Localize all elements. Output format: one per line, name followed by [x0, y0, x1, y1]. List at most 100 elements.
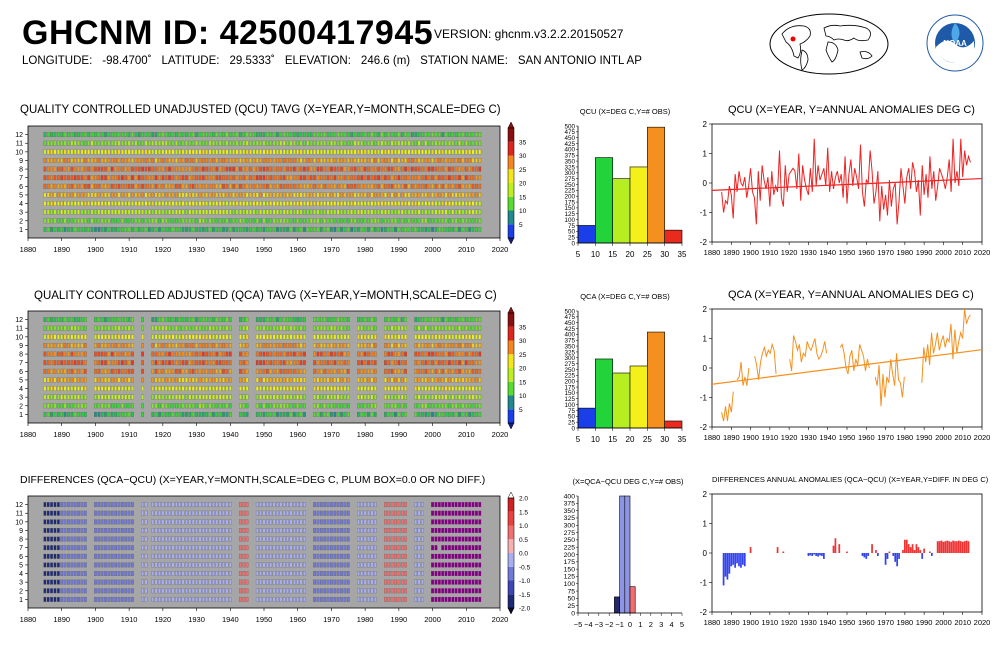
raster-cell — [269, 545, 273, 551]
raster-cell — [255, 132, 259, 138]
raster-cell — [293, 183, 296, 189]
raster-cell — [400, 218, 404, 224]
raster-cell — [387, 158, 391, 163]
raster-cell — [100, 510, 104, 516]
anomaly-bar — [902, 550, 904, 553]
raster-cell — [296, 166, 300, 172]
raster-cell — [397, 343, 401, 348]
raster-cell — [286, 536, 289, 542]
raster-cell — [343, 226, 347, 232]
raster-cell — [319, 571, 323, 576]
raster-cell — [448, 519, 451, 525]
raster-cell — [353, 226, 357, 232]
x-tick-label: 1920 — [155, 430, 172, 439]
raster-cell — [90, 140, 94, 146]
raster-cell — [387, 588, 391, 594]
raster-cell — [478, 183, 482, 189]
raster-cell — [215, 394, 219, 400]
raster-cell — [191, 394, 195, 400]
raster-cell — [303, 351, 306, 357]
raster-cell — [212, 226, 215, 232]
raster-cell — [107, 317, 111, 323]
raster-cell — [259, 166, 262, 172]
raster-cell — [50, 209, 53, 215]
raster-cell — [239, 553, 242, 559]
raster-cell — [195, 343, 198, 348]
diff-anom-title: DIFFERENCES ANNUAL ANOMALIES (QCA−QCU) (… — [712, 475, 989, 484]
raster-cell — [60, 360, 64, 366]
raster-cell — [127, 528, 131, 533]
raster-cell — [266, 528, 269, 533]
raster-cell — [117, 218, 121, 224]
raster-cell — [316, 596, 320, 602]
raster-cell — [458, 394, 461, 400]
raster-cell — [336, 132, 340, 138]
raster-cell — [289, 351, 293, 357]
raster-cell — [434, 403, 438, 409]
raster-cell — [272, 351, 276, 357]
raster-cell — [313, 588, 316, 594]
raster-cell — [171, 325, 175, 331]
raster-cell — [323, 553, 327, 559]
raster-cell — [323, 140, 327, 146]
raster-cell — [228, 325, 232, 331]
raster-cell — [431, 411, 434, 417]
raster-cell — [387, 192, 391, 198]
x-tick-label: 1880 — [20, 245, 37, 254]
raster-cell — [424, 209, 428, 215]
raster-cell — [458, 192, 461, 198]
raster-cell — [363, 386, 367, 391]
raster-cell — [313, 536, 316, 542]
raster-cell — [336, 226, 340, 232]
raster-cell — [107, 553, 111, 559]
raster-cell — [326, 343, 330, 348]
x-tick-label: 1940 — [222, 615, 239, 624]
raster-cell — [330, 140, 333, 146]
raster-cell — [266, 317, 269, 323]
x-tick-label: 5 — [680, 620, 684, 629]
raster-cell — [77, 183, 80, 189]
raster-cell — [242, 553, 246, 559]
raster-cell — [181, 351, 185, 357]
raster-cell — [121, 226, 124, 232]
raster-cell — [444, 502, 448, 508]
raster-cell — [448, 183, 451, 189]
raster-cell — [43, 536, 47, 542]
raster-cell — [181, 149, 185, 155]
raster-cell — [370, 536, 374, 542]
raster-cell — [478, 140, 482, 146]
raster-cell — [427, 386, 431, 391]
raster-cell — [46, 132, 50, 138]
raster-cell — [407, 158, 411, 163]
raster-cell — [171, 411, 175, 417]
raster-cell — [245, 588, 249, 594]
raster-cell — [181, 218, 185, 224]
raster-cell — [282, 132, 286, 138]
raster-cell — [478, 411, 482, 417]
raster-cell — [158, 140, 161, 146]
raster-cell — [168, 394, 171, 400]
raster-cell — [333, 132, 337, 138]
raster-cell — [131, 343, 134, 348]
raster-cell — [370, 562, 374, 568]
qca-anom-title: QCA (X=YEAR, Y=ANNUAL ANOMALIES DEG C) — [728, 289, 974, 301]
raster-cell — [215, 553, 219, 559]
raster-cell — [100, 403, 104, 409]
raster-cell — [326, 545, 330, 551]
raster-cell — [330, 394, 333, 400]
raster-cell — [299, 140, 303, 146]
raster-cell — [104, 132, 107, 138]
raster-cell — [461, 510, 465, 516]
raster-cell — [333, 201, 337, 206]
raster-cell — [94, 192, 97, 198]
raster-cell — [100, 528, 104, 533]
raster-cell — [454, 386, 458, 391]
x-tick-label: 1980 — [357, 430, 374, 439]
raster-cell — [110, 553, 114, 559]
raster-cell — [107, 334, 111, 340]
y-tick-label: −2 — [700, 238, 708, 247]
raster-cell — [269, 132, 273, 138]
raster-cell — [201, 588, 205, 594]
raster-cell — [73, 394, 77, 400]
raster-cell — [121, 140, 124, 146]
